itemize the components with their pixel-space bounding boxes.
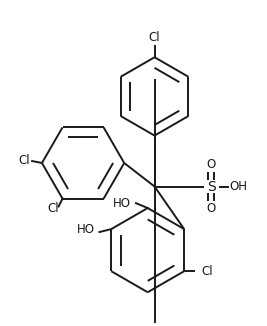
Text: O: O [207, 201, 216, 215]
Text: Cl: Cl [149, 31, 160, 44]
Text: Cl: Cl [18, 154, 30, 167]
Text: S: S [207, 180, 216, 194]
Text: O: O [207, 158, 216, 171]
Text: OH: OH [230, 180, 248, 193]
Text: Cl: Cl [202, 265, 214, 278]
Text: HO: HO [113, 197, 131, 210]
Text: HO: HO [77, 223, 95, 236]
Text: Cl: Cl [47, 202, 58, 215]
